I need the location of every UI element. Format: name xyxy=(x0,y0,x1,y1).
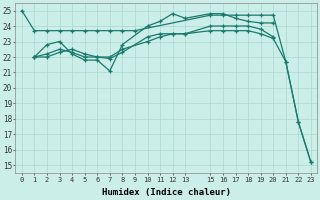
X-axis label: Humidex (Indice chaleur): Humidex (Indice chaleur) xyxy=(102,188,231,197)
